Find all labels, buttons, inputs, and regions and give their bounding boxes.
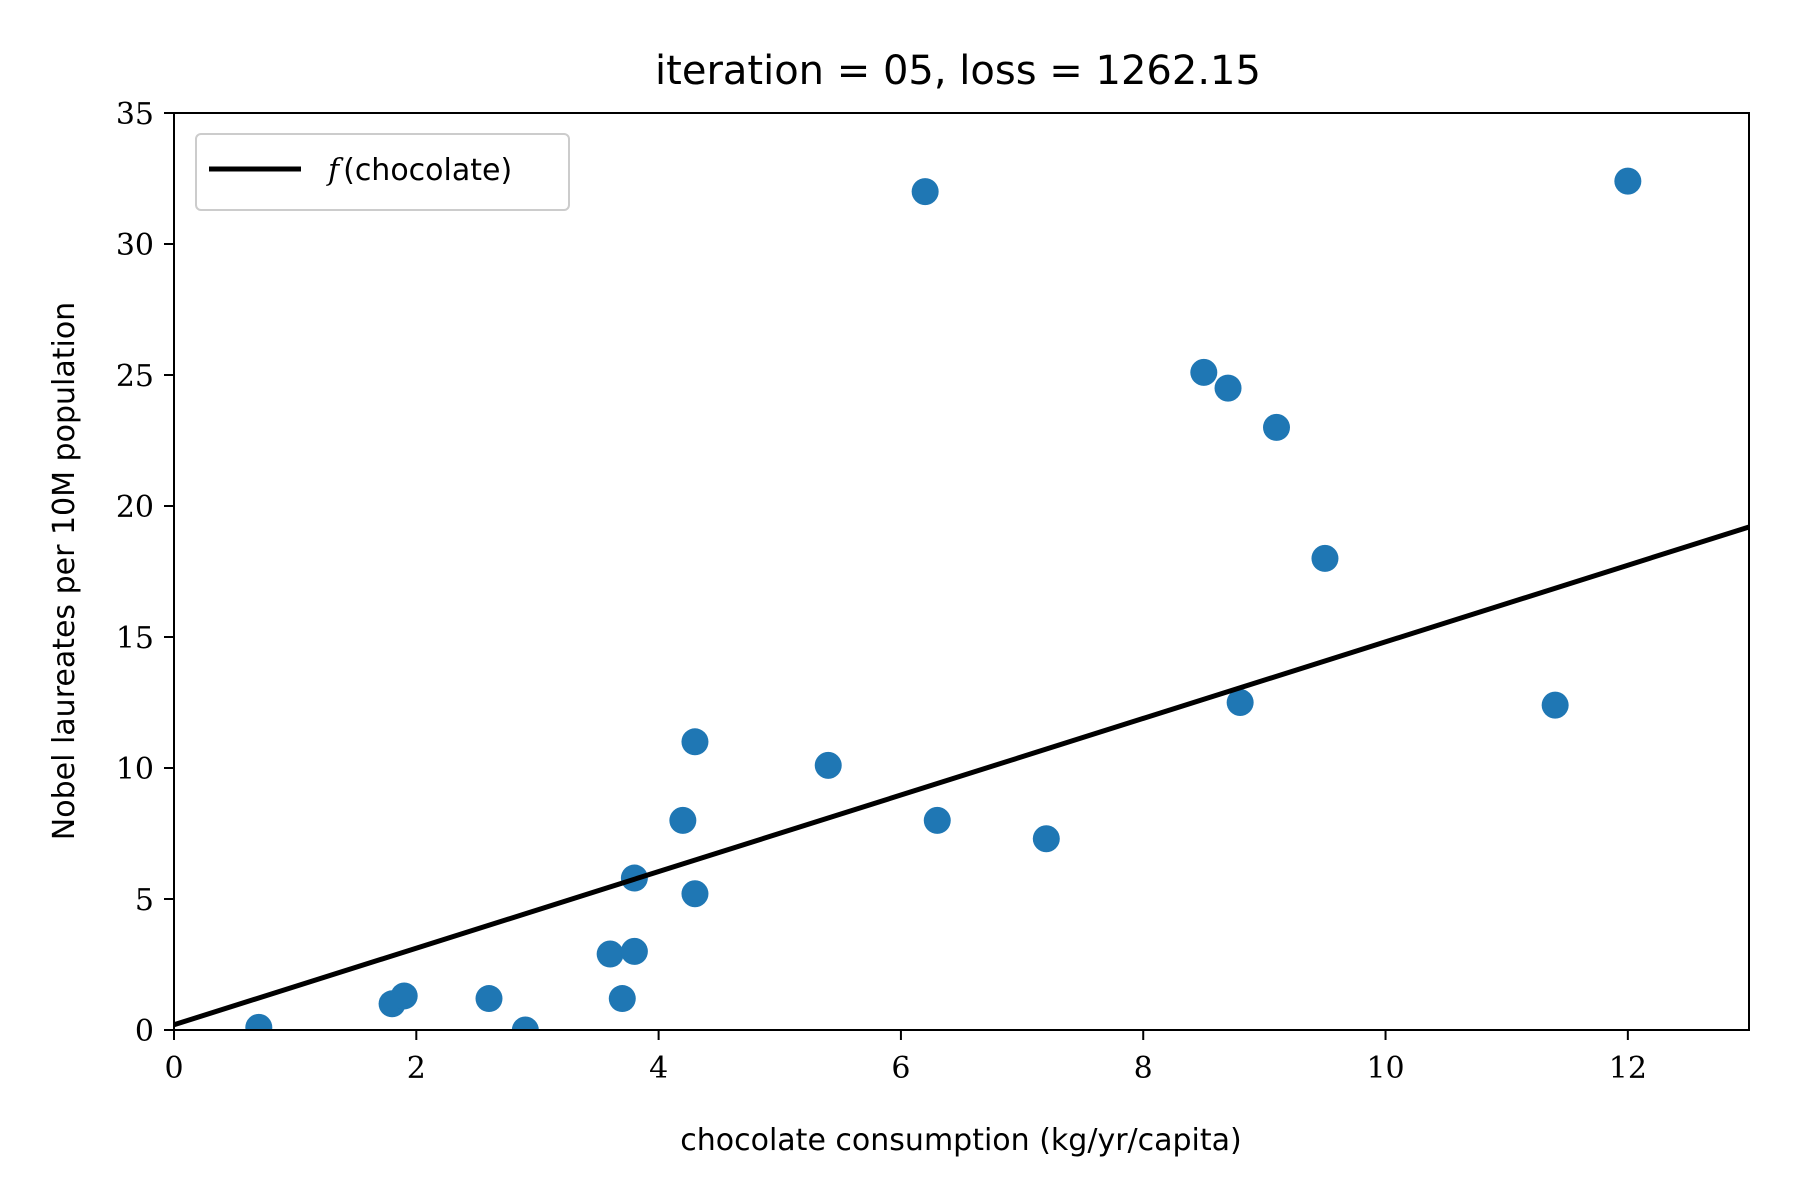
data-point	[1541, 691, 1569, 719]
data-point	[1226, 689, 1254, 716]
y-tick-label: 15	[116, 621, 154, 656]
data-point	[1614, 167, 1642, 195]
y-tick-label: 20	[116, 490, 154, 525]
data-point	[1032, 825, 1060, 853]
y-tick-label: 35	[116, 97, 154, 132]
x-tick-label: 12	[1609, 1051, 1647, 1086]
legend: f (chocolate)	[195, 133, 570, 211]
data-point	[1190, 358, 1218, 386]
legend-arg: (chocolate)	[343, 153, 512, 188]
data-point	[1311, 544, 1339, 572]
y-tick-label: 10	[116, 752, 154, 787]
data-point	[608, 985, 636, 1013]
x-tick-label: 6	[891, 1051, 910, 1086]
x-tick-label: 4	[649, 1051, 668, 1086]
x-tick-label: 0	[164, 1051, 183, 1086]
data-point	[245, 1013, 273, 1030]
data-point	[1214, 374, 1242, 402]
y-tick-label: 25	[116, 359, 154, 394]
y-tick-label: 30	[116, 228, 154, 263]
data-point	[814, 751, 842, 779]
fit-line	[174, 524, 1749, 1028]
data-point	[511, 1016, 539, 1030]
y-axis-label: Nobel laureates per 10M population	[47, 302, 82, 840]
data-point	[390, 982, 418, 1010]
y-tick-label: 0	[135, 1014, 154, 1049]
legend-box	[195, 133, 570, 211]
axes-frame	[173, 112, 1750, 1031]
x-axis-label: chocolate consumption (kg/yr/capita)	[680, 1123, 1242, 1158]
data-point	[1263, 413, 1290, 441]
axis-ticks: 0 2 4 6 8 10 12 0 5 10 15 20 25 30 35	[116, 97, 1647, 1086]
data-point	[681, 728, 709, 756]
data-point	[475, 985, 503, 1013]
chart-title: iteration = 05, loss = 1262.15	[655, 48, 1261, 94]
data-point	[923, 806, 951, 834]
data-point	[620, 937, 648, 965]
y-tick-label: 5	[135, 883, 154, 918]
plot-area	[174, 167, 1749, 1030]
data-point	[681, 880, 709, 908]
x-tick-label: 10	[1366, 1051, 1404, 1086]
data-point	[596, 940, 624, 968]
x-tick-label: 2	[407, 1051, 426, 1086]
x-tick-label: 8	[1134, 1051, 1153, 1086]
data-point	[911, 178, 939, 206]
data-point	[669, 806, 697, 834]
legend-label: f (chocolate)	[326, 153, 512, 188]
